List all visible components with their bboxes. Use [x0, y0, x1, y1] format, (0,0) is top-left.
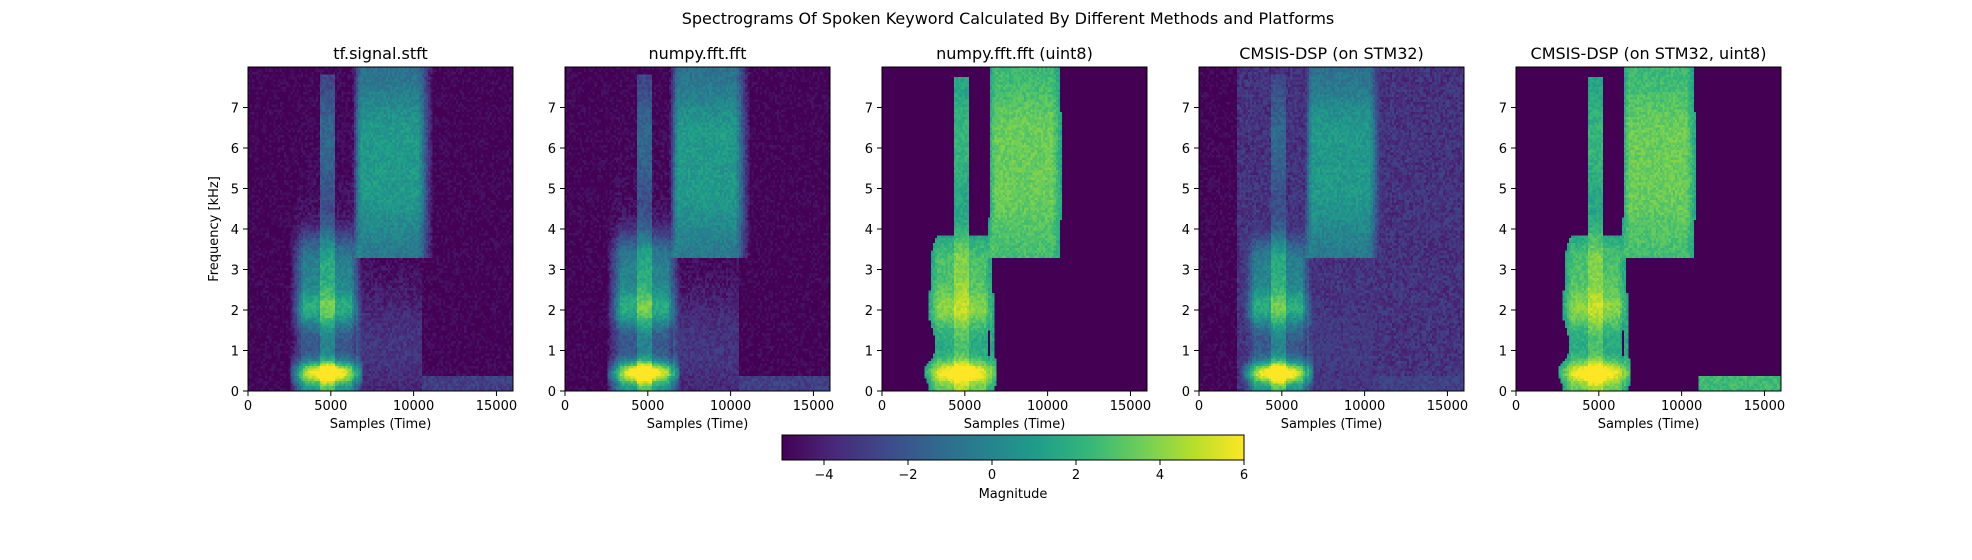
x-tick-label: 10000 — [710, 399, 751, 414]
panel-title: numpy.fft.fft — [649, 44, 747, 63]
y-tick-label: 0 — [865, 385, 873, 400]
x-tick-label: 10000 — [1661, 399, 1702, 414]
x-tick-label: 15000 — [793, 399, 834, 414]
x-axis-label: Samples (Time) — [964, 417, 1066, 432]
x-axis-label: Samples (Time) — [1281, 417, 1383, 432]
y-tick-label: 4 — [548, 223, 556, 238]
y-tick-label: 4 — [1499, 223, 1507, 238]
x-tick-label: 0 — [1512, 399, 1520, 414]
y-axis-label: Frequency [kHz] — [207, 176, 222, 282]
y-tick-label: 6 — [865, 142, 873, 157]
spectrogram-panel: numpy.fft.fft 0 5000 10000 15000 0 1 2 3 4 5 6 7 Samp… — [548, 44, 834, 432]
spectrogram-heatmap — [248, 67, 513, 391]
colorbar-tick-label: 2 — [1072, 468, 1080, 483]
y-tick-label: 7 — [1499, 102, 1507, 117]
y-tick-label: 2 — [865, 304, 873, 319]
colorbar-tick-label: 6 — [1240, 468, 1248, 483]
colorbar-gradient — [781, 434, 1245, 461]
x-tick-label: 15000 — [1427, 399, 1468, 414]
panel-title: CMSIS-DSP (on STM32) — [1239, 44, 1424, 63]
panel-title: tf.signal.stft — [333, 44, 427, 63]
figure-title: Spectrograms Of Spoken Keyword Calculate… — [682, 9, 1335, 28]
y-tick-label: 7 — [231, 102, 239, 117]
y-tick-label: 2 — [1499, 304, 1507, 319]
colorbar: −4 −2 0 2 4 6 Magnitude — [781, 434, 1248, 502]
x-tick-label: 15000 — [1110, 399, 1151, 414]
y-tick-label: 0 — [1499, 385, 1507, 400]
y-tick-label: 0 — [1182, 385, 1190, 400]
x-tick-label: 15000 — [1744, 399, 1785, 414]
y-tick-label: 3 — [231, 264, 239, 279]
y-tick-label: 6 — [1499, 142, 1507, 157]
y-tick-label: 4 — [1182, 223, 1190, 238]
panel-title: numpy.fft.fft (uint8) — [936, 44, 1093, 63]
x-tick-label: 10000 — [1344, 399, 1385, 414]
y-tick-label: 1 — [865, 345, 873, 360]
x-tick-label: 5000 — [948, 399, 981, 414]
y-tick-label: 1 — [548, 345, 556, 360]
y-tick-label: 2 — [548, 304, 556, 319]
y-tick-label: 6 — [548, 142, 556, 157]
y-tick-label: 4 — [865, 223, 873, 238]
colorbar-label: Magnitude — [979, 487, 1048, 502]
x-tick-label: 5000 — [631, 399, 664, 414]
y-tick-label: 3 — [1499, 264, 1507, 279]
y-tick-label: 5 — [548, 183, 556, 198]
colorbar-tick-label: −4 — [814, 468, 833, 483]
x-tick-label: 0 — [878, 399, 886, 414]
y-tick-label: 5 — [1182, 183, 1190, 198]
y-tick-label: 0 — [548, 385, 556, 400]
y-tick-label: 7 — [865, 102, 873, 117]
y-tick-label: 2 — [231, 304, 239, 319]
colorbar-tick-label: 0 — [988, 468, 996, 483]
y-tick-label: 3 — [865, 264, 873, 279]
y-tick-label: 5 — [231, 183, 239, 198]
y-tick-label: 1 — [1499, 345, 1507, 360]
colorbar-tick-label: −2 — [898, 468, 917, 483]
x-tick-label: 10000 — [393, 399, 434, 414]
y-tick-label: 0 — [231, 385, 239, 400]
spectrogram-panel: CMSIS-DSP (on STM32) 0 5000 10000 15000 0 1 2 3 4… — [1182, 44, 1468, 432]
x-tick-label: 15000 — [476, 399, 517, 414]
y-tick-label: 5 — [1499, 183, 1507, 198]
spectrogram-heatmap — [1516, 67, 1781, 391]
y-tick-label: 1 — [1182, 345, 1190, 360]
y-tick-label: 3 — [1182, 264, 1190, 279]
x-axis-label: Samples (Time) — [647, 417, 749, 432]
spectrogram-panel: numpy.fft.fft (uint8) 0 5000 10000 15000 0 1 2 3… — [865, 44, 1151, 432]
panel-title: CMSIS-DSP (on STM32, uint8) — [1531, 44, 1767, 63]
spectrogram-heatmap — [882, 67, 1147, 391]
y-tick-label: 5 — [865, 183, 873, 198]
x-tick-label: 10000 — [1027, 399, 1068, 414]
y-tick-label: 6 — [1182, 142, 1190, 157]
y-tick-label: 1 — [231, 345, 239, 360]
y-tick-label: 2 — [1182, 304, 1190, 319]
y-tick-label: 4 — [231, 223, 239, 238]
x-tick-label: 5000 — [1265, 399, 1298, 414]
spectrogram-heatmap — [1199, 67, 1464, 391]
y-tick-label: 7 — [1182, 102, 1190, 117]
x-tick-label: 0 — [1195, 399, 1203, 414]
spectrogram-panel: CMSIS-DSP (on STM32, uint8)0 5000 10000 150… — [1499, 44, 1785, 432]
x-axis-label: Samples (Time) — [1598, 417, 1700, 432]
x-axis-label: Samples (Time) — [330, 417, 432, 432]
colorbar-tick-label: 4 — [1156, 468, 1164, 483]
x-tick-label: 0 — [561, 399, 569, 414]
x-tick-label: 0 — [244, 399, 252, 414]
spectrogram-panel: tf.signal.stft 0 5000 10000 15000 0 1 2 3 4 5 6 7 Sam… — [207, 44, 517, 432]
spectrogram-heatmap — [565, 67, 830, 391]
x-tick-label: 5000 — [314, 399, 347, 414]
y-tick-label: 7 — [548, 102, 556, 117]
y-tick-label: 6 — [231, 142, 239, 157]
x-tick-label: 5000 — [1582, 399, 1615, 414]
y-tick-label: 3 — [548, 264, 556, 279]
